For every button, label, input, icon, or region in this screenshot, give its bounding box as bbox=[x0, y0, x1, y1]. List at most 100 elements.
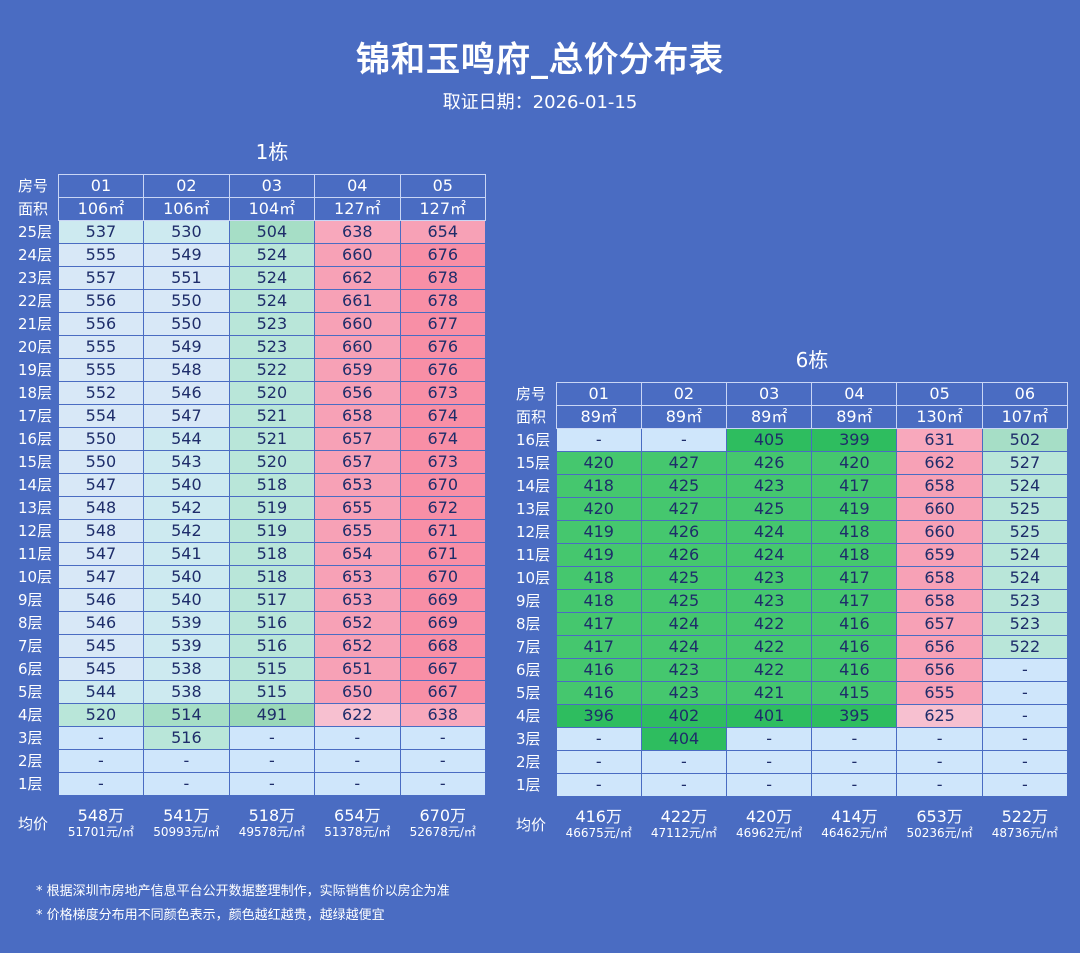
price-cell: - bbox=[228, 749, 316, 773]
average-cell: 422万 47112元/㎡ bbox=[641, 803, 726, 847]
floor-label: 13层 bbox=[516, 500, 551, 518]
price-cell: 420 bbox=[555, 497, 642, 521]
price-cell: 542 bbox=[143, 519, 230, 543]
price-cell: 660 bbox=[896, 497, 983, 521]
price-cell: 662 bbox=[314, 266, 401, 290]
price-cell: 653 bbox=[314, 565, 401, 589]
floor-label: 9层 bbox=[18, 591, 43, 609]
price-cell: - bbox=[399, 772, 487, 796]
price-cell: 523 bbox=[981, 589, 1069, 613]
floor-label: 15层 bbox=[18, 453, 53, 471]
price-cell: 631 bbox=[896, 428, 983, 452]
price-cell: 402 bbox=[640, 704, 728, 728]
floor-row: 1层 - - - - - bbox=[16, 772, 487, 796]
floor-row: 4层 520 514 491 622 638 bbox=[16, 703, 487, 727]
floor-label: 17层 bbox=[18, 407, 53, 425]
area-row-cell: 130㎡ bbox=[896, 405, 983, 429]
floor-row: 22层 556 550 524 661 678 bbox=[16, 289, 487, 313]
room-number-row-cell: 03 bbox=[726, 382, 813, 406]
price-cell: 515 bbox=[228, 657, 316, 681]
price-cell: 520 bbox=[228, 381, 316, 405]
price-cell: 622 bbox=[314, 703, 401, 727]
price-cell: 424 bbox=[726, 520, 813, 544]
price-cell: 520 bbox=[228, 450, 316, 474]
price-cell: 661 bbox=[314, 289, 401, 313]
price-cell: 423 bbox=[726, 566, 813, 590]
price-cell: 670 bbox=[399, 473, 487, 497]
price-cell: 522 bbox=[981, 635, 1069, 659]
price-cell: 395 bbox=[811, 704, 898, 728]
price-cell: 416 bbox=[811, 658, 898, 682]
price-cell: 401 bbox=[726, 704, 813, 728]
price-cell: 521 bbox=[228, 427, 316, 451]
price-cell: 547 bbox=[57, 565, 145, 589]
price-cell: - bbox=[640, 750, 728, 774]
price-cell: 670 bbox=[399, 565, 487, 589]
price-cell: 530 bbox=[143, 220, 230, 244]
area-row: 面积 89㎡ 89㎡ 89㎡ 89㎡ 130㎡ 107㎡ bbox=[514, 405, 1069, 429]
price-cell: 399 bbox=[811, 428, 898, 452]
price-cell: 557 bbox=[57, 266, 145, 290]
price-cell: 524 bbox=[228, 266, 316, 290]
price-cell: 542 bbox=[143, 496, 230, 520]
price-cell: 668 bbox=[399, 634, 487, 658]
area-row-cell: 106㎡ bbox=[57, 197, 145, 221]
floor-label: 24层 bbox=[18, 246, 53, 264]
price-cell: 417 bbox=[811, 589, 898, 613]
room-number-row-cell: 02 bbox=[640, 382, 728, 406]
average-unit-price: 52678元/㎡ bbox=[409, 825, 476, 839]
floor-row: 10层 418 425 423 417 658 524 bbox=[514, 566, 1069, 590]
price-cell: 548 bbox=[57, 496, 145, 520]
price-cell: 548 bbox=[143, 358, 230, 382]
floor-row: 4层 396 402 401 395 625- bbox=[514, 704, 1069, 728]
average-cell: 654万 51378元/㎡ bbox=[315, 802, 400, 846]
floor-label: 9层 bbox=[516, 592, 541, 610]
average-row: 均价 416万 46675元/㎡ 422万 47112元/㎡ 420万 46962元/㎡ 41… bbox=[514, 803, 1068, 847]
price-cell: 658 bbox=[314, 404, 401, 428]
average-cell: 541万 50993元/㎡ bbox=[144, 802, 229, 846]
price-cell: 540 bbox=[143, 588, 230, 612]
average-unit-price: 51701元/㎡ bbox=[67, 825, 135, 839]
floor-label: 8层 bbox=[516, 615, 541, 633]
price-cell: 551 bbox=[143, 266, 230, 290]
floor-row: 7层 417 424 422 416 656 522 bbox=[514, 635, 1069, 659]
price-cell: - bbox=[811, 750, 898, 774]
price-cell: 676 bbox=[399, 335, 487, 359]
room-number-row: 房号 01 02 03 04 05 bbox=[16, 174, 487, 198]
floor-row: 18层 552 546 520 656 673 bbox=[16, 381, 487, 405]
price-cell: 422 bbox=[726, 658, 813, 682]
price-cell: 416 bbox=[555, 658, 642, 682]
price-cell: 676 bbox=[399, 243, 487, 267]
floor-row: 21层 556 550 523 660 677 bbox=[16, 312, 487, 336]
price-cell: - bbox=[896, 750, 983, 774]
price-cell: 423 bbox=[726, 589, 813, 613]
floor-row: 2层 - - - - - - bbox=[514, 750, 1069, 774]
price-cell: - bbox=[143, 772, 230, 796]
floor-row: 8层 546 539 516 652 669 bbox=[16, 611, 487, 635]
price-cell: - bbox=[981, 658, 1069, 682]
price-cell: 522 bbox=[228, 358, 316, 382]
floor-label: 6层 bbox=[516, 661, 541, 679]
floor-label: 14层 bbox=[516, 477, 551, 495]
price-cell: - bbox=[640, 428, 728, 452]
average-unit-price: 50993元/㎡ bbox=[153, 825, 220, 839]
price-cell: 660 bbox=[314, 243, 401, 267]
price-cell: 550 bbox=[57, 450, 145, 474]
price-cell: 546 bbox=[143, 381, 230, 405]
floor-row: 9层 418 425 423 417 658 523 bbox=[514, 589, 1069, 613]
price-cell: 418 bbox=[555, 474, 642, 498]
price-cell: 396 bbox=[555, 704, 642, 728]
floor-label: 22层 bbox=[18, 292, 53, 310]
floor-label: 1层 bbox=[516, 776, 541, 794]
average-total-price: 653万 bbox=[916, 807, 963, 826]
price-cell: 426 bbox=[640, 543, 728, 567]
price-cell: 523 bbox=[228, 335, 316, 359]
room-label: 房号 bbox=[516, 385, 547, 403]
floor-row: 15层 550 543 520 657 673 bbox=[16, 450, 487, 474]
building-1-title: 1栋 bbox=[255, 140, 289, 164]
price-cell: 539 bbox=[143, 634, 230, 658]
price-cell: 658 bbox=[896, 474, 983, 498]
area-row-cell: 106㎡ bbox=[143, 197, 230, 221]
price-cell: 678 bbox=[399, 266, 487, 290]
price-cell: 652 bbox=[314, 634, 401, 658]
